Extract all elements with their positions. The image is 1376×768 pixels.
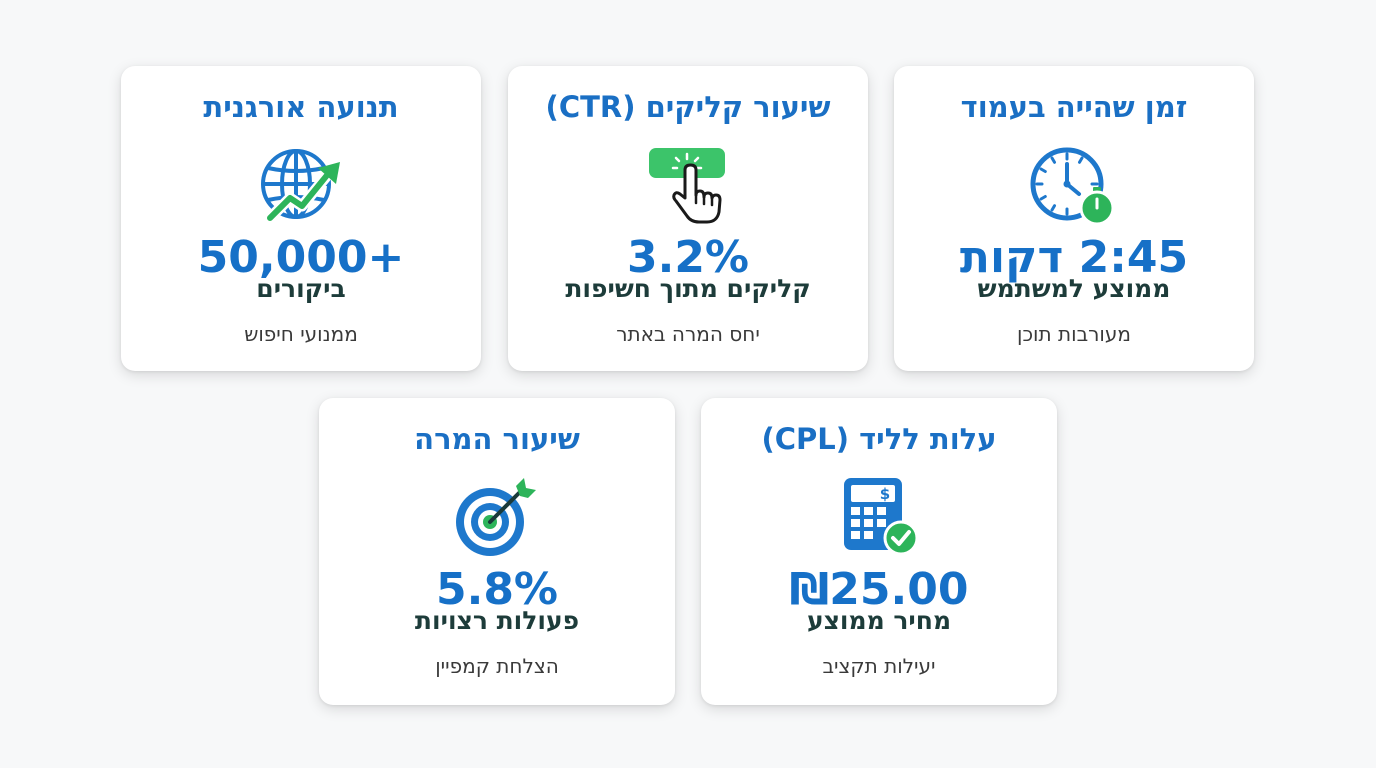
metric-value: ₪25.00: [789, 564, 969, 615]
metric-label: ביקורים: [256, 274, 346, 303]
card-title: תנועה אורגנית: [203, 90, 399, 124]
card-title: שיעור המרה: [414, 422, 580, 456]
svg-text:$: $: [880, 485, 890, 503]
metric-subtitle: ממנועי חיפוש: [244, 322, 358, 346]
metric-label: קליקים מתוך חשיפות: [565, 274, 811, 303]
metric-value: 3.2%: [626, 232, 750, 283]
metric-card-conversion-rate: שיעור המרה 5.8% פעולות רצויות הצלחת קמפי…: [319, 398, 675, 705]
metric-subtitle: יעילות תקציב: [822, 654, 936, 678]
metric-subtitle: מעורבות תוכן: [1017, 322, 1131, 346]
click-button-icon: [643, 140, 733, 230]
target-arrow-icon: [452, 472, 542, 562]
metric-card-cpl: עלות לליד (CPL) $ ₪25.00 מחיר ממוצע יעיל…: [701, 398, 1057, 705]
metric-subtitle: הצלחת קמפיין: [435, 654, 559, 678]
metric-label: ממוצע למשתמש: [977, 274, 1171, 303]
metric-subtitle: יחס המרה באתר: [616, 322, 760, 346]
metric-card-time-on-page: זמן שהייה בעמוד 2:45 דקות ממוצע למשת: [894, 66, 1254, 371]
card-title: עלות לליד (CPL): [761, 422, 997, 456]
globe-growth-icon: [256, 140, 346, 230]
metric-label: מחיר ממוצע: [806, 606, 952, 635]
calculator-check-icon: $: [834, 472, 924, 562]
clock-stopwatch-icon: [1029, 140, 1119, 230]
metric-value: 2:45 דקות: [959, 232, 1189, 283]
metric-value: 50,000+: [197, 232, 405, 283]
metric-label: פעולות רצויות: [414, 606, 580, 635]
card-title: זמן שהייה בעמוד: [960, 90, 1188, 124]
metric-card-organic-traffic: תנועה אורגנית 50,000+ ביקורים ממנועי חיפ…: [121, 66, 481, 371]
card-title: שיעור קליקים (CTR): [545, 90, 831, 124]
metric-card-ctr: שיעור קליקים (CTR) 3.2% קליקים מתוך חשיפ…: [508, 66, 868, 371]
metric-value: 5.8%: [435, 564, 559, 615]
